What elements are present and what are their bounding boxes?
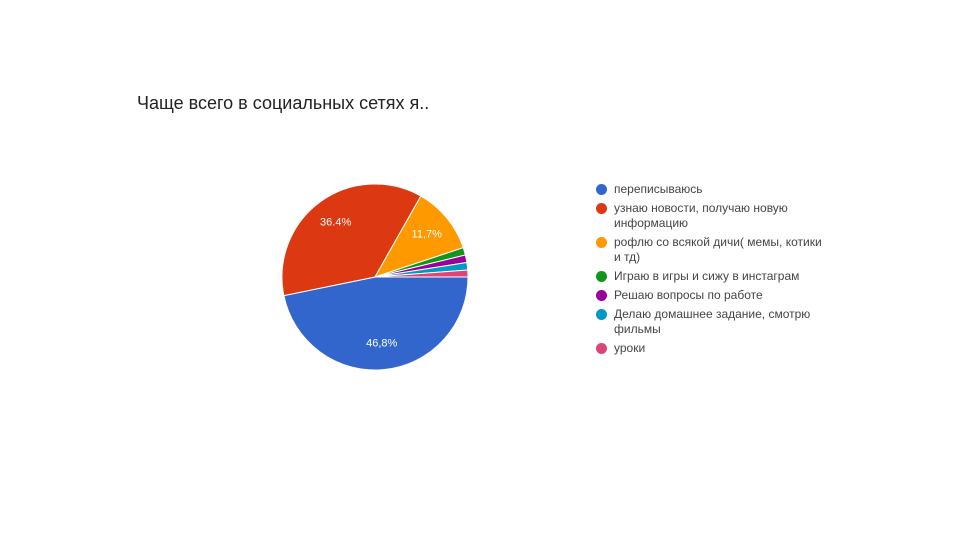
legend-swatch xyxy=(596,290,607,301)
legend-item: переписываюсь xyxy=(594,182,829,197)
pie-slice xyxy=(281,183,422,297)
legend-item: Решаю вопросы по работе xyxy=(594,288,829,303)
value-label: 11,7% xyxy=(412,228,443,240)
legend-item: уроки xyxy=(594,341,829,356)
legend-label: рофлю со всякой дичи( мемы, котики и тд) xyxy=(614,235,822,264)
value-label: 36.4% xyxy=(320,217,351,229)
pie-slice xyxy=(374,269,469,278)
legend-swatch xyxy=(596,271,607,282)
legend-label: Решаю вопросы по работе xyxy=(614,288,763,302)
legend-label: переписываюсь xyxy=(614,182,703,196)
legend-item: Играю в игры и сижу в инстаграм xyxy=(594,269,829,284)
legend-label: Играю в игры и сижу в инстаграм xyxy=(614,269,800,283)
legend-swatch xyxy=(596,203,607,214)
pie-slice xyxy=(283,276,469,371)
legend-item: Делаю домашнее задание, смотрю фильмы xyxy=(594,307,829,337)
legend-item: рофлю со всякой дичи( мемы, котики и тд) xyxy=(594,235,829,265)
legend-item: узнаю новости, получаю новую информацию xyxy=(594,201,829,231)
pie-slice xyxy=(373,195,464,278)
legend-label: уроки xyxy=(614,341,646,355)
pie: 46,8% 36.4% 11,7% xyxy=(281,183,469,371)
legend-swatch xyxy=(596,184,607,195)
chart-title: Чаще всего в социальных сетях я.. xyxy=(137,93,429,113)
legend-swatch xyxy=(596,343,607,354)
legend-swatch xyxy=(596,309,607,320)
legend-label: узнаю новости, получаю новую информацию xyxy=(614,201,788,230)
value-label: 46,8% xyxy=(366,338,397,350)
legend: переписываюсь узнаю новости, получаю нову… xyxy=(594,182,829,360)
legend-swatch xyxy=(596,237,607,248)
legend-label: Делаю домашнее задание, смотрю фильмы xyxy=(614,307,811,336)
